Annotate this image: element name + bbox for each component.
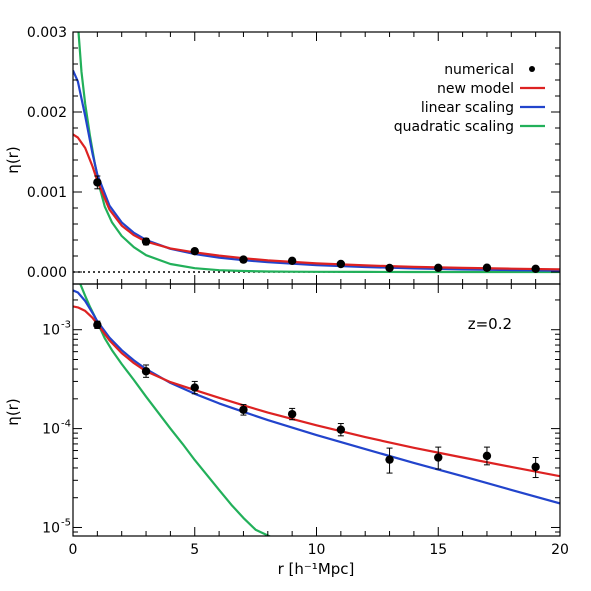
top-curves [73,32,560,274]
bottom-plot-frame [72,283,561,537]
y-tick-exponent: -5 [61,517,71,528]
top-data-points [93,175,540,273]
x-axis-label: r [h⁻¹Mpc] [278,560,355,578]
legend-label: linear scaling [421,100,514,116]
legend-label: new model [437,81,514,97]
data-point [239,405,248,414]
data-point [482,451,492,461]
data-point [336,259,346,269]
y-tick-label: 0.000 [27,265,67,281]
series-line-new-model [73,133,560,271]
data-point [336,425,346,434]
data-point [239,255,248,264]
top-panel: 0.000 0.001 0.002 0.003 η(r) numerical new m… [4,25,561,285]
series-line-new-model [73,305,560,478]
x-tick-label: 20 [551,542,569,558]
data-point [531,462,540,472]
data-point [190,383,199,392]
top-axis-ticks: 0.000 0.001 0.002 0.003 [27,25,561,284]
y-tick-label: 10 [42,323,60,339]
y-tick-label: 10 [42,422,60,438]
data-point [141,367,151,376]
redshift-annotation: z=0.2 [468,315,512,333]
y-tick-label: 0.001 [27,185,67,201]
x-tick-label: 0 [69,542,78,558]
y-tick-exponent: -4 [61,419,71,430]
data-point [482,263,492,272]
series-line-linear-scaling [73,289,560,505]
legend-label: numerical [444,62,514,78]
legend-marker [529,66,535,72]
bottom-y-axis-label: η(r) [4,398,22,425]
data-point [385,263,394,273]
x-tick-label: 10 [308,542,326,558]
data-point [385,455,394,464]
legend-label: quadratic scaling [394,119,514,135]
data-point [531,264,540,273]
data-point [434,263,443,273]
bottom-data-points [93,320,540,479]
y-tick-label: 0.002 [27,105,67,121]
top-y-axis-label: η(r) [4,146,22,173]
y-tick-label: 0.003 [27,25,67,41]
x-tick-label: 15 [429,542,447,558]
data-point [287,409,297,419]
data-point [287,256,297,265]
data-point [141,237,151,246]
data-point [434,453,443,462]
x-tick-label: 5 [190,542,199,558]
data-point [93,178,102,187]
y-tick-label: 10 [42,520,60,536]
legend: numerical new model linear scaling quadrati… [394,62,545,135]
y-tick-exponent: -3 [61,320,71,331]
bottom-curves [73,284,560,536]
data-point [190,247,199,256]
data-point [93,320,102,330]
